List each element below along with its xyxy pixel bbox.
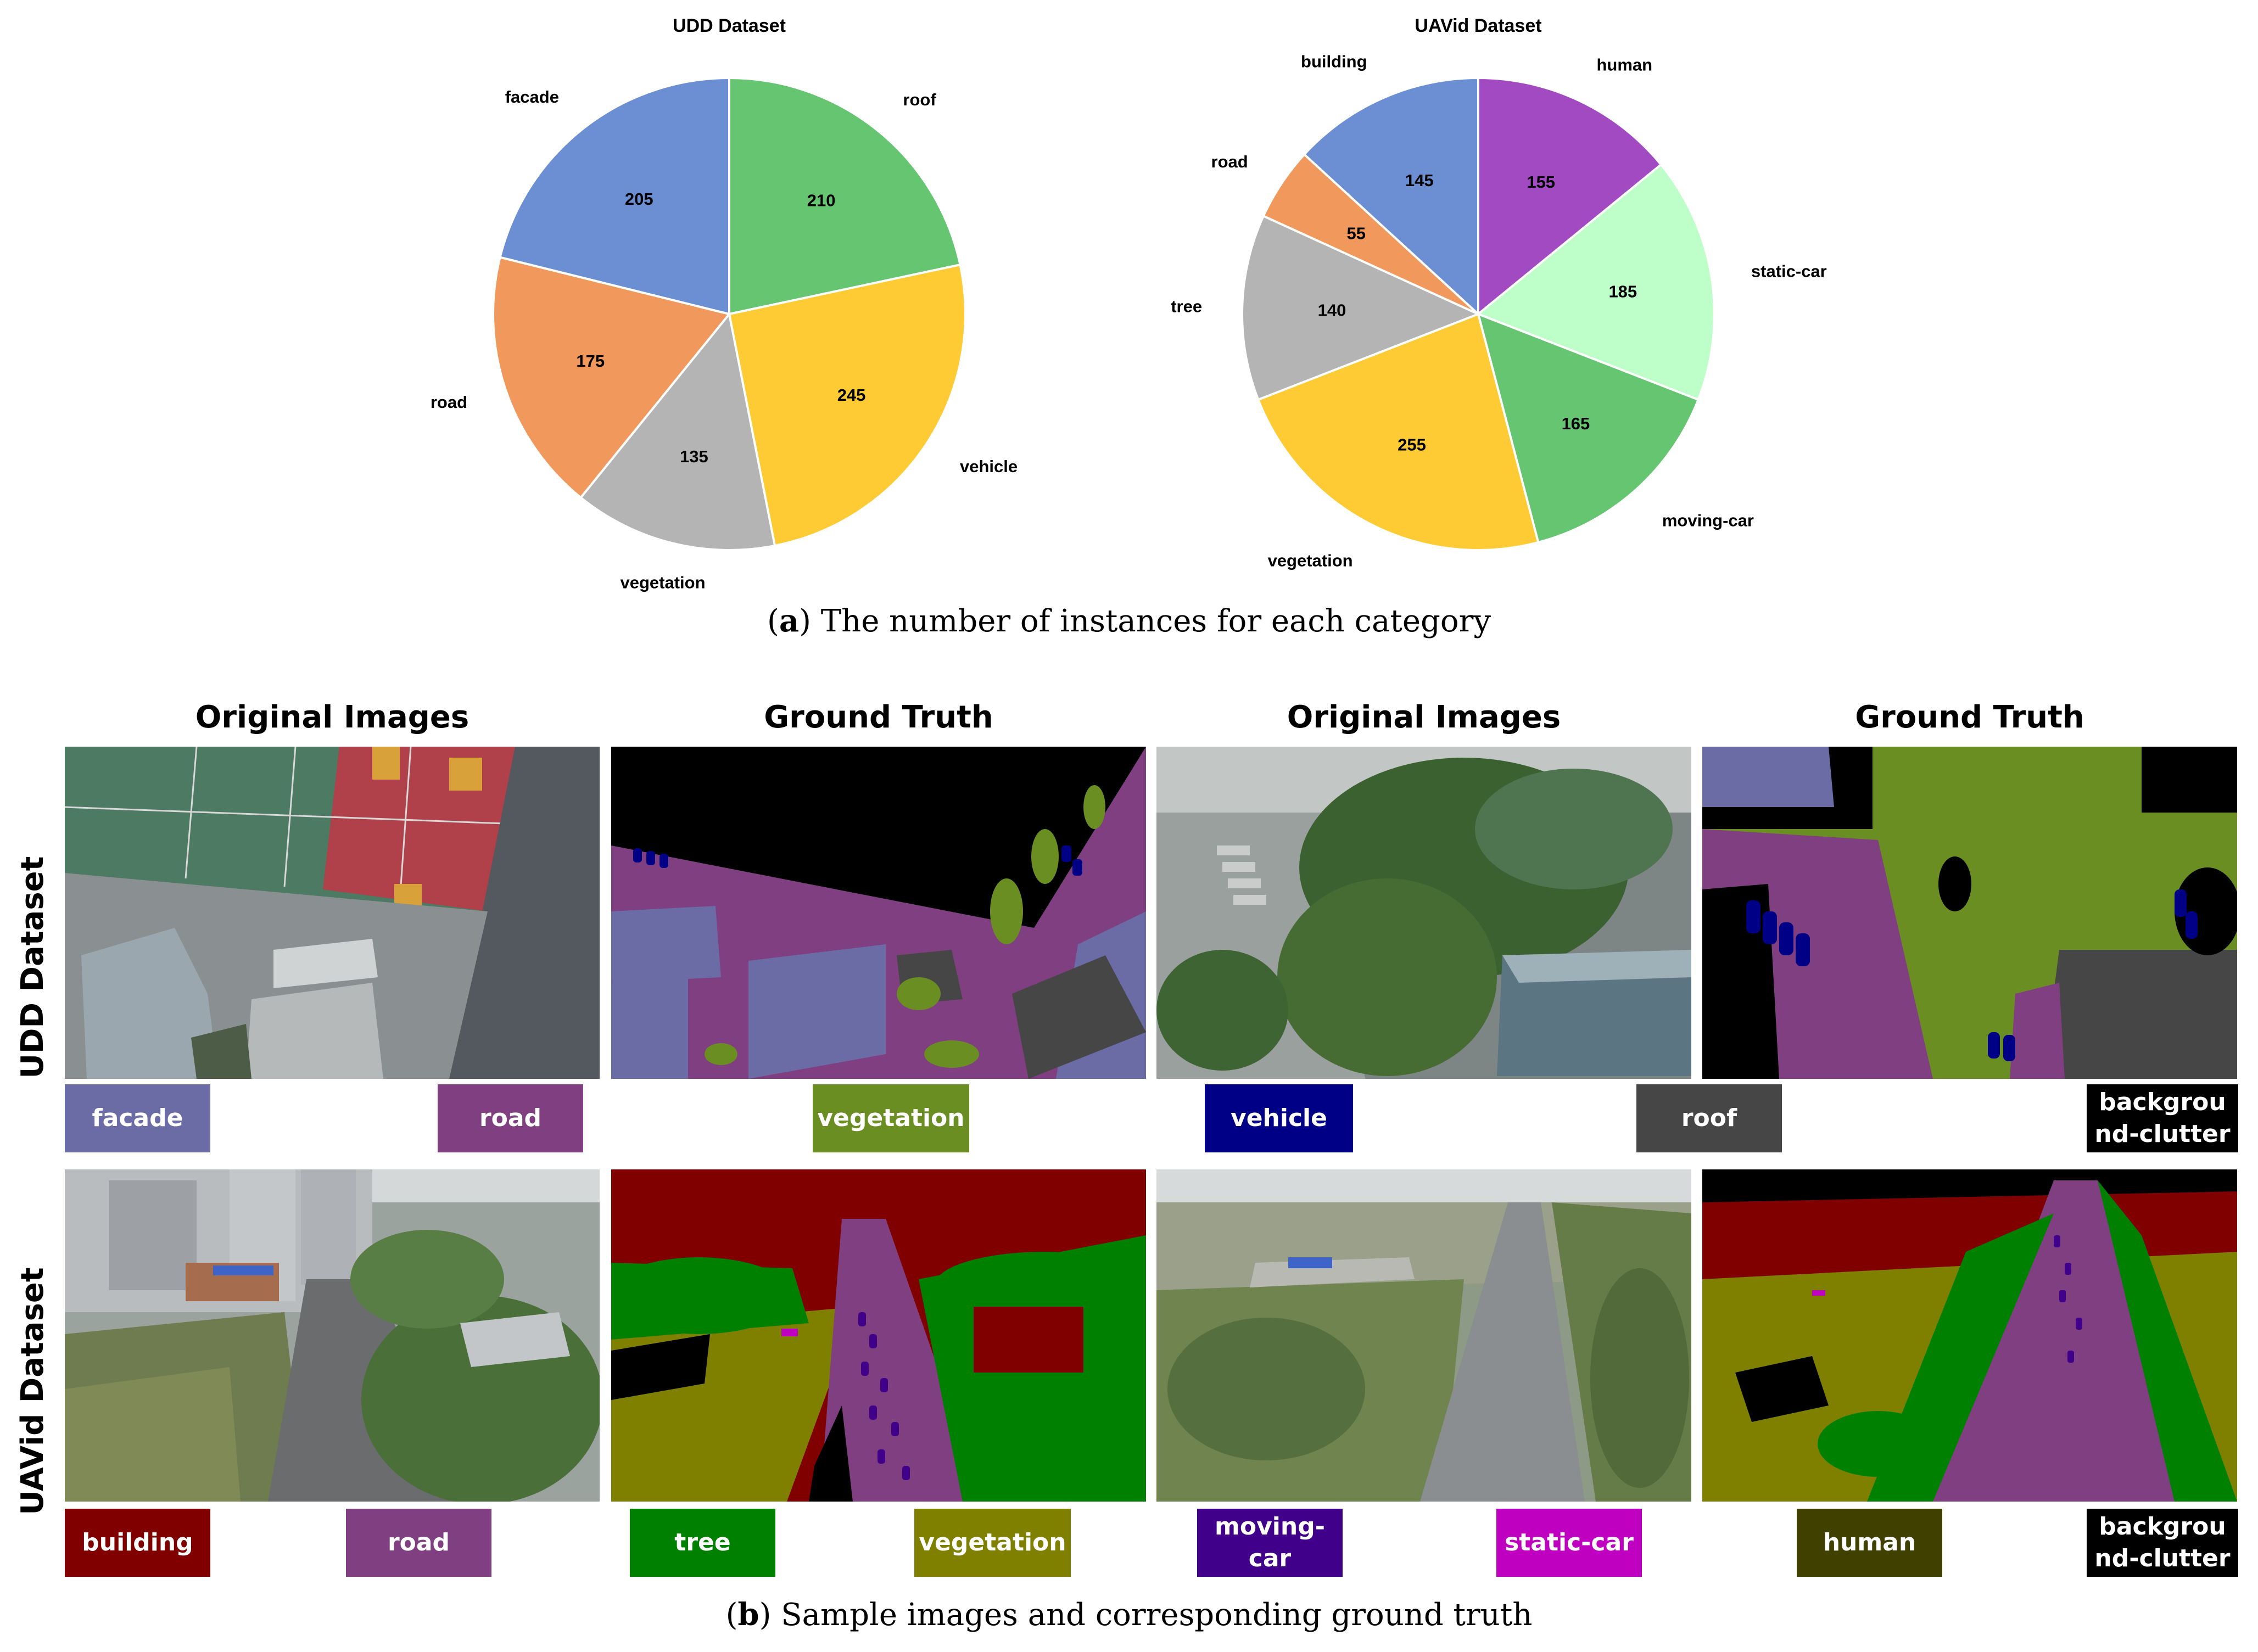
uavid-label-vegetation: vegetation xyxy=(1268,551,1353,570)
udd-swatch-roof: roof xyxy=(1636,1084,1782,1152)
udd-label-vegetation: vegetation xyxy=(620,573,705,592)
udd-label-vehicle: vehicle xyxy=(960,457,1018,476)
udd-label-facade: facade xyxy=(505,87,559,107)
uavid-slice-human xyxy=(1477,76,1663,317)
udd-label-road: road xyxy=(431,393,467,412)
uavid-slice-static-car xyxy=(1476,163,1715,401)
caption-a: (a) The number of instances for each cat… xyxy=(767,603,1491,639)
uavid-pie-chart: UAVid Dataset 155 human 185 static-car 165 mov… xyxy=(1171,15,1827,570)
uavid-ground-truth-image-2 xyxy=(1702,1169,2237,1502)
udd-slice-roof xyxy=(728,76,962,316)
uavid-slice-building xyxy=(1303,76,1479,317)
uavid-label-road: road xyxy=(1211,152,1248,171)
udd-label-roof: roof xyxy=(903,90,936,109)
udd-slice-facade xyxy=(499,76,730,316)
col-header-ground-truth-2: Ground Truth xyxy=(1855,699,2084,735)
uavid-value-tree: 140 xyxy=(1318,300,1346,320)
udd-slice-vegetation xyxy=(579,311,776,551)
uavid-value-moving-car: 165 xyxy=(1562,414,1590,433)
uavid-ground-truth-image-1 xyxy=(611,1169,1146,1502)
uavid-swatch-building: building xyxy=(65,1509,210,1577)
uavid-value-road: 55 xyxy=(1347,224,1366,243)
udd-value-road: 175 xyxy=(576,351,605,371)
udd-ground-truth-image-1 xyxy=(611,747,1146,1079)
uavid-value-building: 145 xyxy=(1405,171,1434,190)
col-header-original-2: Original Images xyxy=(1287,699,1561,735)
udd-swatch-vegetation: vegetation xyxy=(813,1084,969,1152)
uavid-swatch-moving-car: moving- car xyxy=(1197,1509,1343,1577)
uavid-value-static-car: 185 xyxy=(1608,282,1637,301)
row-label-udd: UDD Dataset xyxy=(15,856,51,1079)
col-header-original-1: Original Images xyxy=(195,699,470,735)
udd-swatch-vehicle: vehicle xyxy=(1205,1084,1353,1152)
udd-value-roof: 210 xyxy=(807,191,836,210)
uavid-slice-moving-car xyxy=(1477,312,1700,544)
uavid-label-building: building xyxy=(1301,52,1367,71)
udd-value-vegetation: 135 xyxy=(680,447,708,466)
udd-value-vehicle: 245 xyxy=(837,385,866,405)
uavid-label-human: human xyxy=(1597,55,1653,74)
uavid-label-static-car: static-car xyxy=(1751,261,1827,281)
udd-pie-title: UDD Dataset xyxy=(673,15,786,36)
udd-ground-truth-image-2 xyxy=(1702,747,2237,1079)
uavid-label-tree: tree xyxy=(1171,297,1202,316)
udd-value-facade: 205 xyxy=(625,189,653,209)
uavid-swatch-human: human xyxy=(1797,1509,1942,1577)
uavid-swatch-road: road xyxy=(346,1509,491,1577)
uavid-value-vegetation: 255 xyxy=(1398,435,1426,455)
caption-b: (b) Sample images and corresponding grou… xyxy=(725,1597,1533,1633)
col-header-ground-truth-1: Ground Truth xyxy=(764,699,993,735)
uavid-label-moving-car: moving-car xyxy=(1662,511,1754,530)
uavid-swatch-vegetation: vegetation xyxy=(914,1509,1071,1577)
udd-slice-road xyxy=(492,256,731,500)
udd-pie-chart: UDD Dataset 210 roof 245 vehicle 135 vegetatio… xyxy=(431,15,1018,592)
uavid-original-image-2 xyxy=(1156,1169,1691,1502)
uavid-swatch-background-clutter: backgrou nd-clutter xyxy=(2087,1509,2238,1577)
uavid-value-human: 155 xyxy=(1527,172,1555,192)
uavid-original-image-1 xyxy=(65,1169,600,1502)
udd-original-image-1 xyxy=(65,747,600,1079)
udd-swatch-background-clutter: backgrou nd-clutter xyxy=(2087,1084,2238,1152)
uavid-slice-tree xyxy=(1241,214,1482,401)
udd-swatch-road: road xyxy=(438,1084,583,1152)
uavid-pie-title: UAVid Dataset xyxy=(1415,15,1541,36)
udd-slice-vehicle xyxy=(728,263,966,547)
uavid-swatch-static-car: static-car xyxy=(1496,1509,1642,1577)
udd-original-image-2 xyxy=(1156,747,1691,1079)
row-label-uavid: UAVid Dataset xyxy=(15,1267,51,1515)
uavid-swatch-tree: tree xyxy=(630,1509,775,1577)
udd-swatch-facade: facade xyxy=(65,1084,210,1152)
